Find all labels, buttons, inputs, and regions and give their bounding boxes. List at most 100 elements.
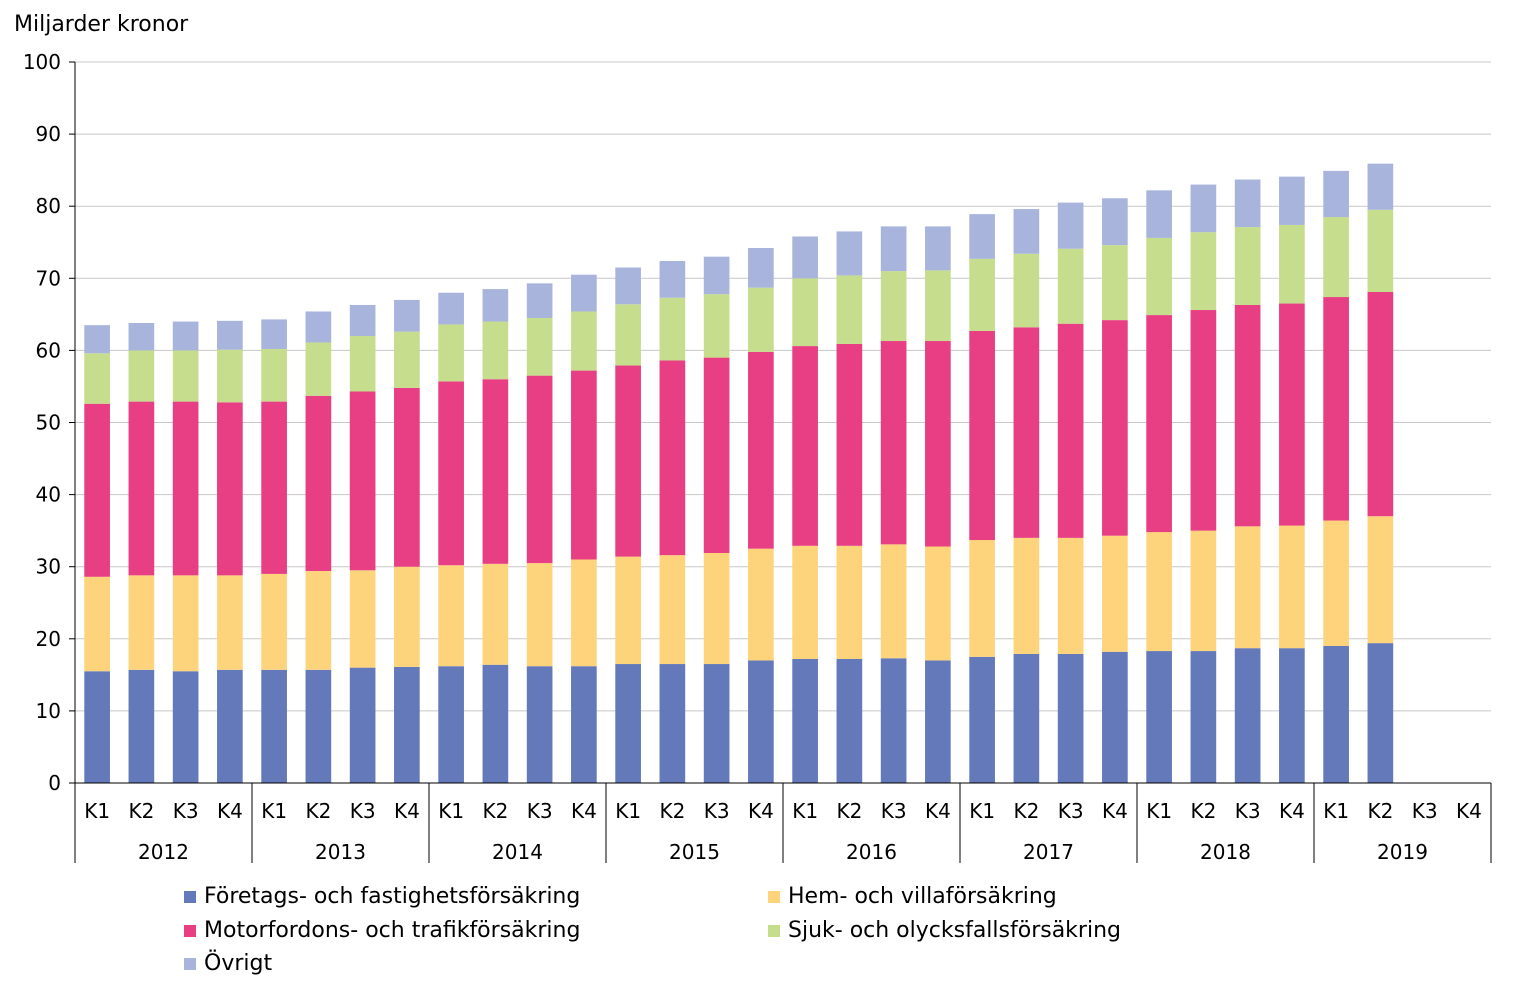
y-tick-label: 30 [36,555,61,579]
bar-segment [84,576,110,672]
legend-label: Företags- och fastighetsförsäkring [204,884,581,909]
bar-segment [438,324,464,382]
x-tick-label-quarter: K4 [394,799,420,823]
bar-segment [1367,516,1394,644]
bar-segment [792,278,818,347]
y-tick-label: 10 [36,699,61,723]
bar-segment [84,403,110,577]
x-tick-label-quarter: K4 [571,799,597,823]
y-tick-label: 50 [36,411,61,435]
bar-segment [615,267,641,305]
bar-segment [1013,537,1040,654]
bar-segment [1190,651,1217,783]
bar-segment [438,565,464,667]
bar-segment [526,666,553,783]
bar-segment [1234,526,1261,649]
bar-segment [571,370,597,560]
bar-segment [792,346,818,546]
x-tick-label-quarter: K1 [1146,799,1172,823]
y-tick-label: 80 [36,194,61,218]
bar-segment [836,658,863,783]
bar-segment [880,341,907,545]
bar-segment [748,287,774,352]
y-tick-label: 40 [36,483,61,507]
bar-segment [261,348,287,402]
bar-segment [1367,209,1394,292]
bar-segment [880,271,907,342]
bar-segment [1234,179,1261,228]
x-tick-label-quarter: K1 [1323,799,1349,823]
bar-segment [84,353,110,404]
bar-segment [571,666,597,783]
bar-segment [261,319,287,349]
bar-segment [659,297,686,361]
x-tick-label-quarter: K4 [1456,799,1482,823]
bar-segment [969,330,995,541]
bar-segment [1190,530,1217,652]
bar-segment [925,226,951,271]
bars [84,163,1394,783]
bar-segment [703,664,730,783]
bar-segment [394,299,420,332]
bar-segment [748,351,774,549]
bar-segment [1146,315,1172,533]
legend-swatch [184,924,196,937]
bar-segment [925,270,951,342]
x-tick-label-quarter: K3 [1412,799,1438,823]
bar-segment [261,669,287,783]
bar-segment [1279,648,1305,783]
legend-swatch [768,890,780,903]
bar-segment [659,260,686,298]
bar-segment [84,671,110,783]
bar-segment [925,341,951,547]
bar-segment [1190,232,1217,311]
bar-segment [703,294,730,358]
bar-segment [128,323,155,351]
x-tick-label-quarter: K3 [173,799,199,823]
legend-item: Företags- och fastighetsförsäkring [184,884,580,909]
x-tick-label-quarter: K2 [1190,799,1216,823]
bar-segment [615,304,641,366]
bar-segment [217,320,243,350]
legend-item: Motorfordons- och trafikförsäkring [184,918,580,943]
bar-segment [394,666,420,783]
bar-segment [482,379,509,564]
bar-segment [571,311,597,371]
bar-segment [1013,653,1040,783]
bar-segment [1102,535,1128,652]
y-tick-label: 70 [36,266,61,290]
x-tick-label-quarter: K1 [615,799,641,823]
bar-segment [394,387,420,567]
x-tick-label-quarter: K3 [881,799,907,823]
bar-segment [1146,237,1172,316]
bar-segment [217,349,243,403]
bar-segment [172,321,199,351]
bar-segment [349,391,376,571]
bar-segment [482,289,509,322]
bar-segment [261,401,287,574]
y-tick-label: 90 [36,122,61,146]
legend-swatch [768,924,780,937]
bar-segment [261,573,287,670]
bar-segment [1323,297,1349,521]
x-tick-label-quarter: K2 [836,799,862,823]
bar-segment [84,325,110,354]
bar-segment [792,658,818,783]
x-tick-label-quarter: K3 [704,799,730,823]
bar-segment [482,321,509,380]
bar-segment [1013,327,1040,538]
bar-segment [394,566,420,667]
x-tick-label-quarter: K1 [261,799,287,823]
x-tick-label-quarter: K1 [84,799,110,823]
bar-segment [128,669,155,783]
bar-segment [836,231,863,276]
bar-segment [703,256,730,295]
bar-segment [526,317,553,376]
x-tick-labels: K1 K2 K3 K4 K1 K2 K3 K4 K1 K2 K3 K4 K1 K2 K3 K4 K1 K2 K3 K4… [84,799,1482,864]
bar-segment [1234,304,1261,527]
bar-segment [349,304,376,336]
x-tick-label-quarter: K3 [350,799,376,823]
bar-segment [526,283,553,318]
bar-segment [526,563,553,667]
bar-segment [1013,209,1040,254]
